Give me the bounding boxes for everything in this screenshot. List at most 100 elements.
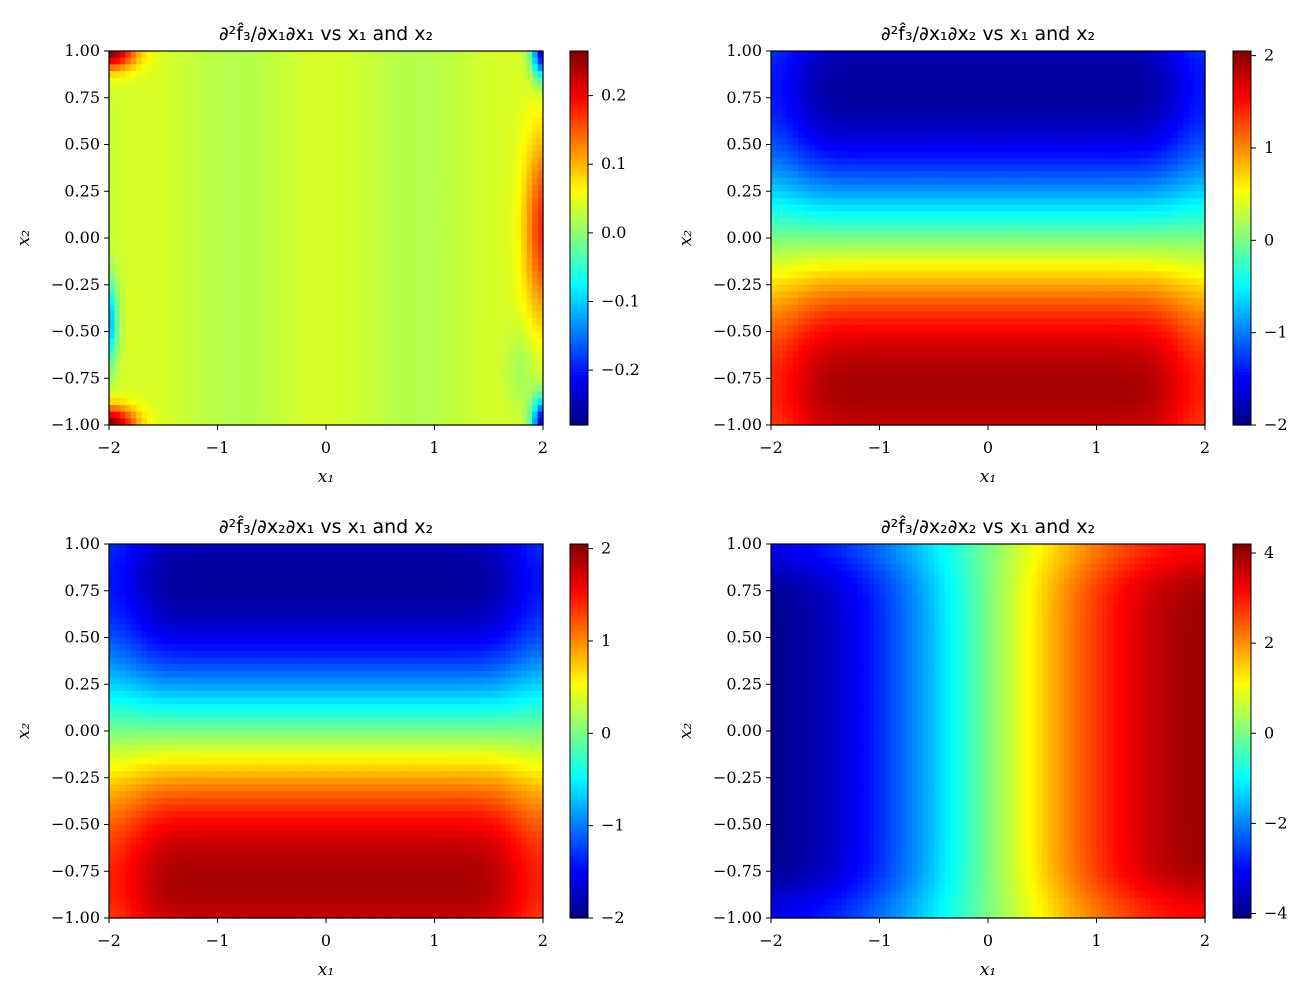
heatmap-cell (401, 137, 408, 146)
heatmap-cell (439, 238, 446, 246)
heatmap-cell (212, 264, 219, 272)
heatmap-cell (163, 298, 170, 306)
heatmap-cell (515, 258, 522, 266)
heatmap-cell (505, 244, 512, 252)
heatmap-cell (315, 211, 322, 219)
heatmap-cell (418, 404, 425, 413)
heatmap-cell (494, 151, 501, 159)
heatmap-cell (445, 231, 452, 239)
heatmap-cell (195, 197, 202, 206)
heatmap-cell (228, 384, 235, 393)
heatmap-cell (445, 151, 452, 159)
heatmap-cell (331, 418, 338, 426)
heatmap-cell (401, 177, 408, 186)
heatmap-cell (250, 378, 257, 386)
heatmap-cell (353, 191, 360, 199)
heatmap-cell (1025, 71, 1032, 79)
heatmap-cell (353, 358, 360, 366)
heatmap-cell (1063, 57, 1070, 65)
heatmap-cell (239, 411, 246, 419)
heatmap-cell (429, 137, 436, 146)
heatmap-cell (168, 244, 175, 252)
heatmap-cell (434, 304, 441, 313)
heatmap-cell (401, 291, 408, 299)
heatmap-cell (212, 364, 219, 373)
heatmap-cell (141, 278, 148, 286)
heatmap-cell (488, 391, 495, 399)
heatmap-cell (326, 411, 333, 419)
heatmap-cell (222, 344, 229, 353)
heatmap-cell (526, 91, 533, 99)
heatmap-cell (163, 271, 170, 279)
heatmap-cell (233, 124, 240, 132)
heatmap-cell (125, 144, 132, 152)
heatmap-cell (342, 391, 349, 399)
heatmap-cell (450, 104, 457, 112)
heatmap-cell (119, 104, 126, 112)
heatmap-cell (939, 57, 946, 65)
heatmap-cell (201, 97, 208, 106)
heatmap-cell (510, 311, 517, 319)
heatmap-cell (222, 251, 229, 259)
heatmap-cell (461, 238, 468, 246)
heatmap-cell (201, 324, 208, 333)
heatmap-cell (336, 238, 343, 246)
heatmap-cell (347, 384, 354, 393)
heatmap-cell (456, 117, 463, 126)
heatmap-cell (288, 304, 295, 313)
heatmap-cell (157, 418, 164, 426)
heatmap-cell (347, 371, 354, 379)
heatmap-cell (119, 164, 126, 172)
heatmap-cell (184, 284, 191, 293)
heatmap-cell (217, 238, 224, 246)
heatmap-cell (456, 71, 463, 79)
heatmap-cell (157, 298, 164, 306)
heatmap-cell (439, 211, 446, 219)
heatmap-cell (347, 391, 354, 399)
heatmap-cell (282, 217, 289, 226)
heatmap-cell (358, 211, 365, 219)
heatmap-cell (1004, 51, 1011, 59)
heatmap-cell (505, 318, 512, 326)
heatmap-cell (505, 144, 512, 152)
heatmap-cell (146, 398, 153, 406)
heatmap-cell (1177, 57, 1184, 65)
heatmap-cell (114, 244, 121, 252)
heatmap-cell (130, 71, 137, 79)
heatmap-cell (532, 77, 539, 85)
heatmap-cell (222, 144, 229, 152)
heatmap-cell (190, 298, 197, 306)
heatmap-cell (266, 144, 273, 152)
heatmap-cell (298, 117, 305, 126)
heatmap-cell (304, 151, 311, 159)
heatmap-cell (342, 258, 349, 266)
heatmap-cell (136, 111, 143, 119)
heatmap-cell (217, 144, 224, 152)
heatmap-cell (456, 371, 463, 379)
heatmap-cell (488, 404, 495, 413)
heatmap-cell (494, 117, 501, 126)
heatmap-cell (429, 231, 436, 239)
heatmap-cell (293, 177, 300, 186)
heatmap-cell (163, 117, 170, 126)
heatmap-cell (439, 344, 446, 353)
heatmap-cell (494, 251, 501, 259)
heatmap-cell (331, 64, 338, 72)
heatmap-cell (255, 318, 262, 326)
heatmap-cell (206, 64, 213, 72)
heatmap-cell (336, 291, 343, 299)
heatmap-cell (499, 204, 506, 212)
heatmap-cell (1042, 57, 1049, 65)
heatmap-cell (385, 244, 392, 252)
heatmap-cell (190, 231, 197, 239)
heatmap-cell (342, 404, 349, 413)
heatmap-cell (537, 137, 544, 146)
heatmap-cell (315, 117, 322, 126)
heatmap-cell (467, 211, 474, 219)
heatmap-cell (260, 258, 267, 266)
heatmap-cell (168, 151, 175, 159)
heatmap-cell (521, 184, 528, 192)
heatmap-cell (184, 371, 191, 379)
heatmap-cell (309, 164, 316, 172)
heatmap-cell (787, 57, 794, 65)
